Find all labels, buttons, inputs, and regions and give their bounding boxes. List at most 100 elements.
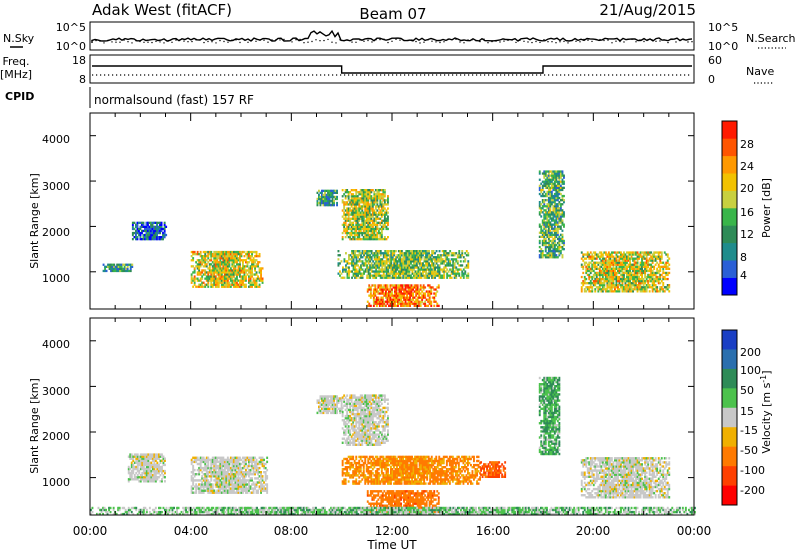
echo-cell: [192, 491, 195, 494]
echo-cell: [615, 275, 618, 279]
echo-cell: [598, 251, 601, 254]
echo-cell: [621, 263, 624, 266]
echo-cell: [563, 223, 565, 226]
echo-cell: [595, 253, 598, 256]
echo-cell: [546, 241, 549, 245]
echo-cell: [387, 276, 390, 279]
echo-cell: [431, 296, 434, 299]
echo-cell: [553, 172, 556, 175]
echo-cell: [226, 285, 229, 288]
echo-cell: [397, 276, 400, 279]
echo-cell: [153, 236, 155, 239]
echo-cell: [461, 250, 464, 253]
echo-cell: [411, 250, 414, 253]
echo-cell: [354, 270, 356, 273]
echo-cell: [585, 253, 588, 256]
echo-cell: [348, 262, 350, 265]
echo-cell: [425, 262, 427, 265]
echo-cell: [393, 252, 396, 255]
echo-cell: [373, 258, 376, 261]
echo-cell: [361, 256, 364, 259]
echo-cell: [359, 215, 362, 218]
echo-cell: [359, 191, 362, 194]
echo-cell: [410, 292, 413, 295]
echo-cell: [552, 256, 555, 259]
echo-cell: [620, 280, 622, 283]
echo-cell: [644, 290, 647, 293]
echo-cell: [421, 300, 424, 303]
echo-cell: [330, 199, 332, 203]
echo-cell: [591, 263, 594, 266]
echo-cell: [662, 290, 665, 293]
echo-cell: [547, 256, 550, 259]
echo-cell: [555, 180, 558, 183]
echo-cell: [449, 250, 452, 253]
echo-cell: [242, 275, 244, 278]
echo-cell: [380, 290, 383, 293]
noise-search-dot: [431, 40, 433, 42]
echo-cell: [550, 184, 553, 187]
echo-cell: [441, 268, 444, 271]
echo-cell: [376, 195, 379, 198]
echo-cell: [220, 483, 223, 486]
echo-cell: [245, 271, 247, 274]
echo-cell: [659, 273, 662, 277]
echo-cell: [210, 263, 213, 266]
echo-cell: [147, 459, 150, 462]
echo-cell: [254, 255, 256, 258]
echo-cell: [208, 250, 211, 254]
echo-cell: [420, 262, 423, 265]
echo-cell: [240, 283, 243, 286]
echo-cell: [617, 261, 619, 264]
echo-cell: [648, 251, 651, 254]
echo-cell: [558, 221, 561, 224]
echo-cell: [350, 229, 353, 233]
echo-cell: [406, 298, 408, 301]
echo-cell: [547, 196, 550, 200]
echo-cell: [364, 238, 367, 241]
echo-cell: [408, 254, 411, 257]
echo-cell: [232, 265, 235, 268]
echo-cell: [251, 259, 253, 262]
echo-cell: [196, 479, 199, 482]
echo-cell: [624, 284, 627, 287]
echo-cell: [216, 259, 219, 262]
echo-cell: [342, 270, 344, 273]
echo-cell: [150, 480, 153, 483]
echo-cell: [563, 211, 565, 214]
echo-cell: [651, 288, 654, 291]
echo-cell: [425, 256, 427, 259]
echo-cell: [644, 286, 647, 289]
echo-cell: [164, 463, 166, 467]
echo-cell: [382, 203, 385, 206]
echo-cell: [406, 284, 408, 287]
echo-cell: [435, 250, 438, 253]
echo-cell: [668, 257, 671, 260]
echo-cell: [237, 257, 240, 260]
echo-cell: [223, 473, 226, 476]
echo-cell: [142, 480, 145, 483]
echo-cell: [650, 251, 653, 254]
echo-cell: [399, 266, 402, 269]
echo-cell: [550, 256, 553, 259]
echo-cell: [423, 276, 426, 279]
echo-cell: [383, 189, 386, 192]
echo-cell: [543, 235, 546, 238]
echo-cell: [240, 281, 243, 284]
echo-cell: [126, 269, 129, 273]
echo-cell: [144, 455, 147, 458]
echo-cell: [371, 238, 374, 241]
echo-cell: [382, 260, 385, 263]
echo-cell: [417, 266, 420, 269]
echo-cell: [148, 478, 151, 481]
echo-cell: [632, 253, 634, 256]
echo-cell: [242, 279, 244, 282]
echo-cell: [388, 300, 390, 303]
echo-cell: [343, 201, 346, 204]
echo-cell: [665, 288, 668, 291]
echo-cell: [447, 260, 450, 263]
echo-cell: [154, 453, 157, 456]
echo-cell: [229, 275, 232, 278]
echo-cell: [403, 254, 406, 257]
echo-cell: [147, 465, 150, 469]
